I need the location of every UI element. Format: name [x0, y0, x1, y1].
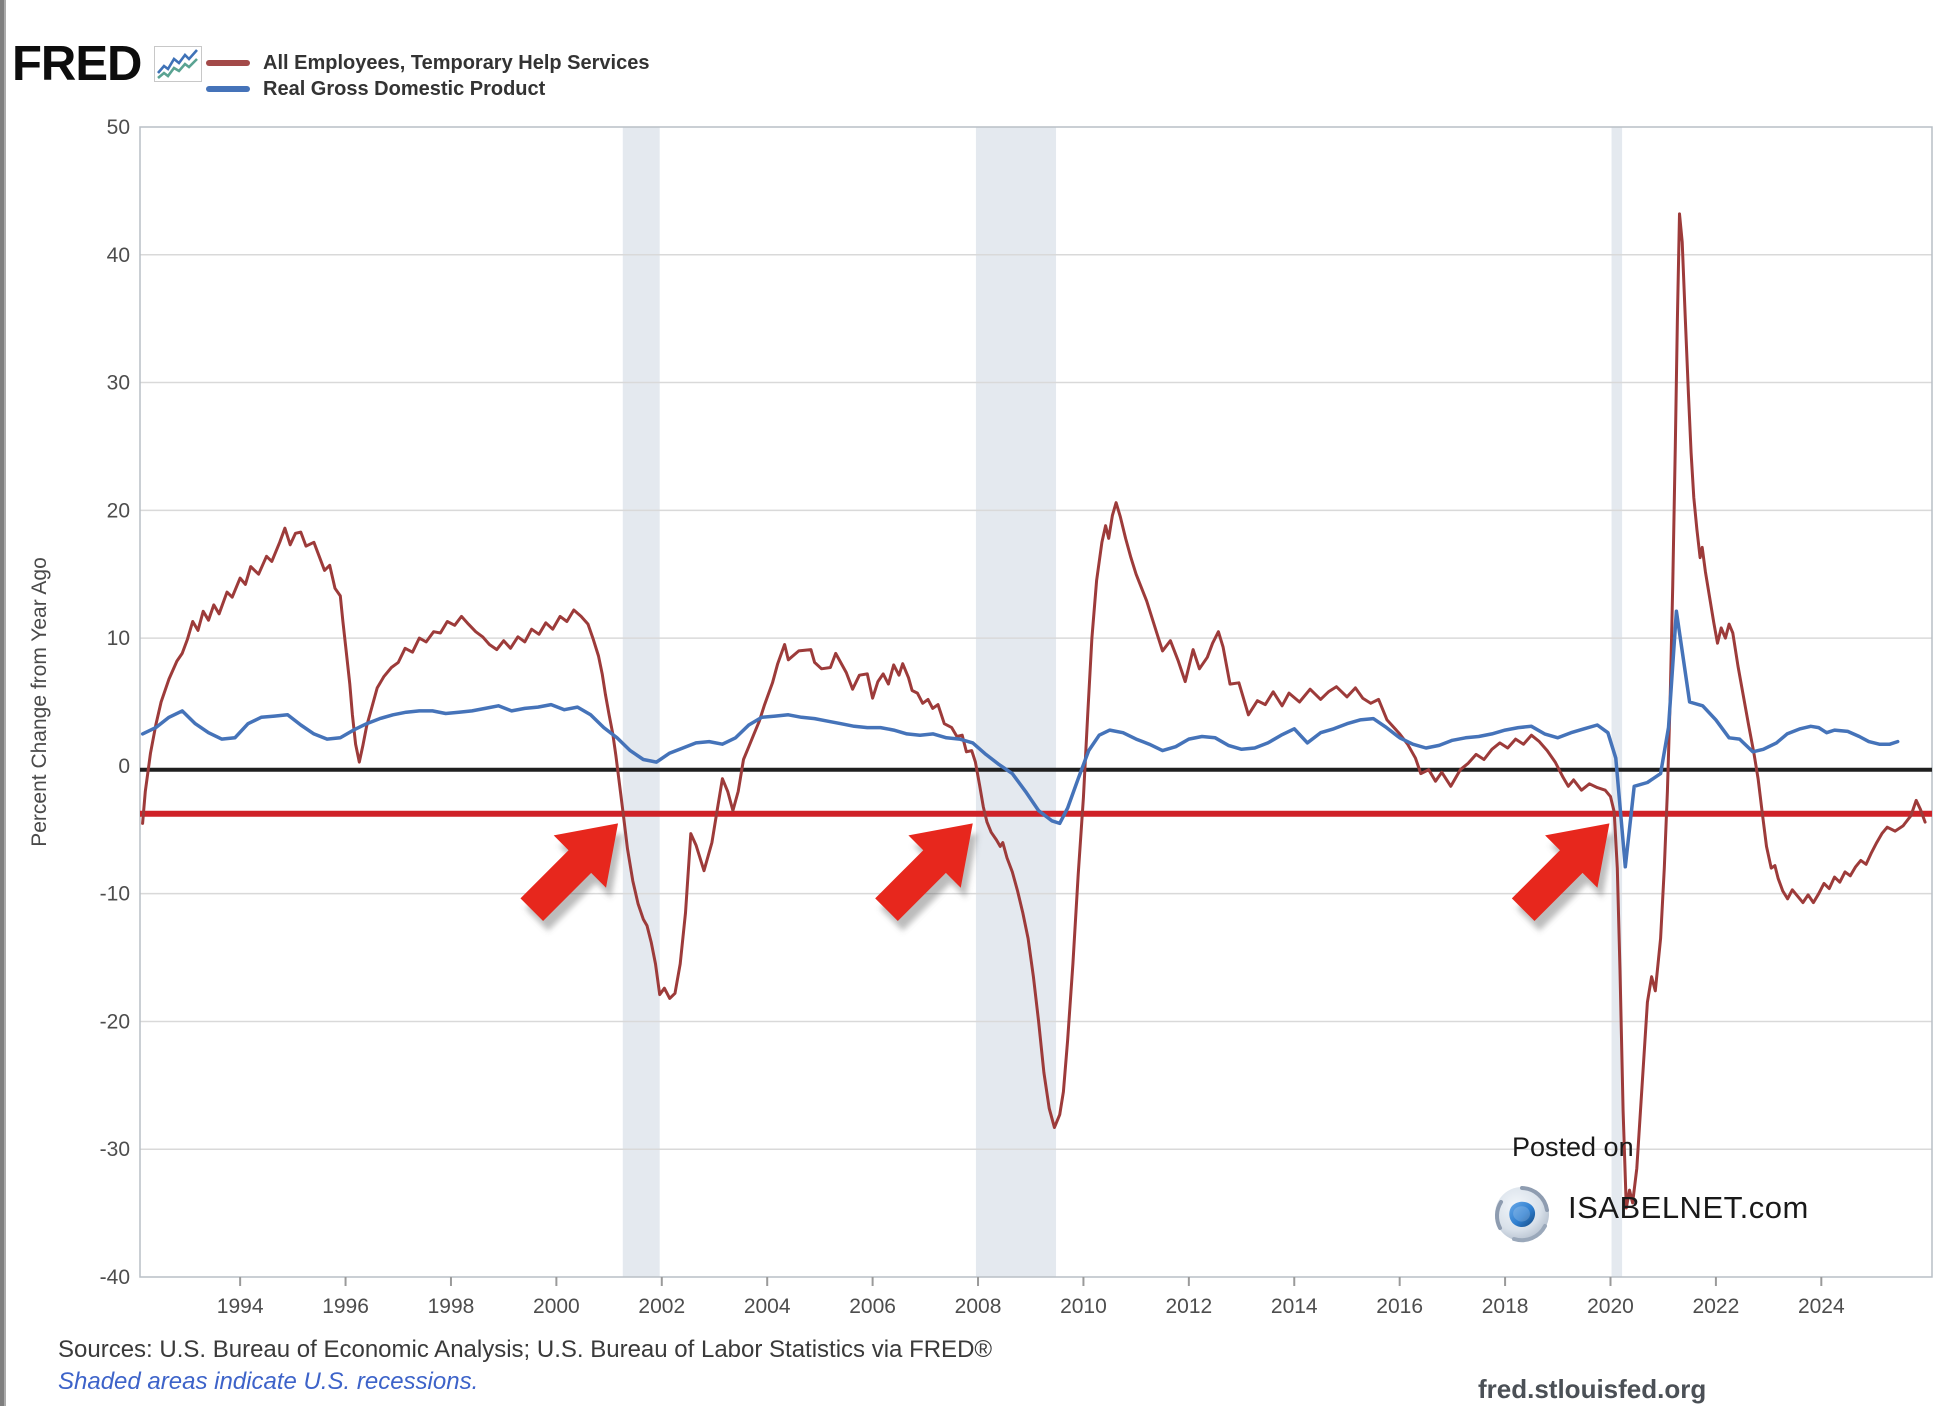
x-axis-tick-label: 2000: [533, 1295, 580, 1318]
watermark-isabelnet-link[interactable]: ISABELNET.com: [1568, 1190, 1809, 1225]
x-axis-tick-label: 2006: [849, 1295, 896, 1318]
temp-help-series-swatch: [206, 60, 250, 66]
y-axis-tick-label: -10: [100, 883, 130, 906]
y-axis-tick-label: -30: [100, 1138, 130, 1161]
recession-note-text: Shaded areas indicate U.S. recessions.: [58, 1368, 479, 1395]
y-axis-tick-label: 50: [107, 116, 130, 139]
annotation-arrow-icon: [875, 823, 973, 921]
window-edge-strip: [0, 0, 6, 1406]
x-axis-tick-label: 2014: [1271, 1295, 1318, 1318]
watermark-posted-on: Posted on: [1512, 1132, 1634, 1162]
x-axis-tick-label: 2018: [1482, 1295, 1529, 1318]
annotation-arrow-icon: [1511, 823, 1610, 921]
x-axis-tick-label: 2016: [1376, 1295, 1423, 1318]
x-axis-tick-label: 2004: [744, 1295, 791, 1318]
x-axis-tick-label: 2022: [1693, 1295, 1740, 1318]
fred-site-link[interactable]: fred.stlouisfed.org: [1478, 1374, 1707, 1404]
x-axis-tick-label: 2012: [1165, 1295, 1212, 1318]
x-axis-tick-label: 2010: [1060, 1295, 1107, 1318]
gdp-series-line: [140, 609, 1900, 869]
legend: All Employees, Temporary Help Services R…: [206, 50, 649, 102]
gdp-series-label: Real Gross Domestic Product: [263, 77, 546, 100]
y-axis-tick-label: 30: [107, 372, 130, 395]
legend-row-temp-help: All Employees, Temporary Help Services: [206, 50, 649, 76]
y-axis-tick-label: -40: [100, 1266, 130, 1289]
x-axis-tick-label: 2020: [1587, 1295, 1634, 1318]
legend-row-gdp: Real Gross Domestic Product: [206, 76, 649, 102]
annotation-arrow-icon: [520, 823, 619, 921]
x-axis-tick-label: 1994: [217, 1295, 264, 1318]
y-axis-tick-label: 0: [118, 755, 130, 778]
x-axis-tick-label: 2002: [638, 1295, 685, 1318]
isabelnet-logo-icon: [1492, 1184, 1552, 1244]
x-axis-tick-label: 1996: [322, 1295, 369, 1318]
recession-band: [975, 127, 1057, 1277]
temp-help-series-line: [141, 212, 1927, 1210]
recession-band: [1611, 127, 1623, 1277]
y-axis-tick-label: 20: [107, 499, 130, 522]
recession-band: [622, 127, 660, 1277]
y-axis-tick-label: 40: [107, 244, 130, 267]
sources-text: Sources: U.S. Bureau of Economic Analysi…: [58, 1336, 993, 1363]
y-axis-tick-label: 10: [107, 627, 130, 650]
temp-help-series-label: All Employees, Temporary Help Services: [263, 51, 650, 74]
fred-sparkline-icon: [154, 46, 202, 82]
y-axis-title: Percent Change from Year Ago: [28, 557, 51, 847]
x-axis-tick-label: 2024: [1798, 1295, 1845, 1318]
plot-border: [139, 126, 1933, 1278]
y-axis-tick-label: -20: [100, 1010, 130, 1033]
fred-logo[interactable]: FRED: [12, 37, 142, 91]
gdp-series-swatch: [206, 86, 250, 92]
x-axis-tick-label: 2008: [955, 1295, 1002, 1318]
x-axis-tick-label: 1998: [428, 1295, 475, 1318]
